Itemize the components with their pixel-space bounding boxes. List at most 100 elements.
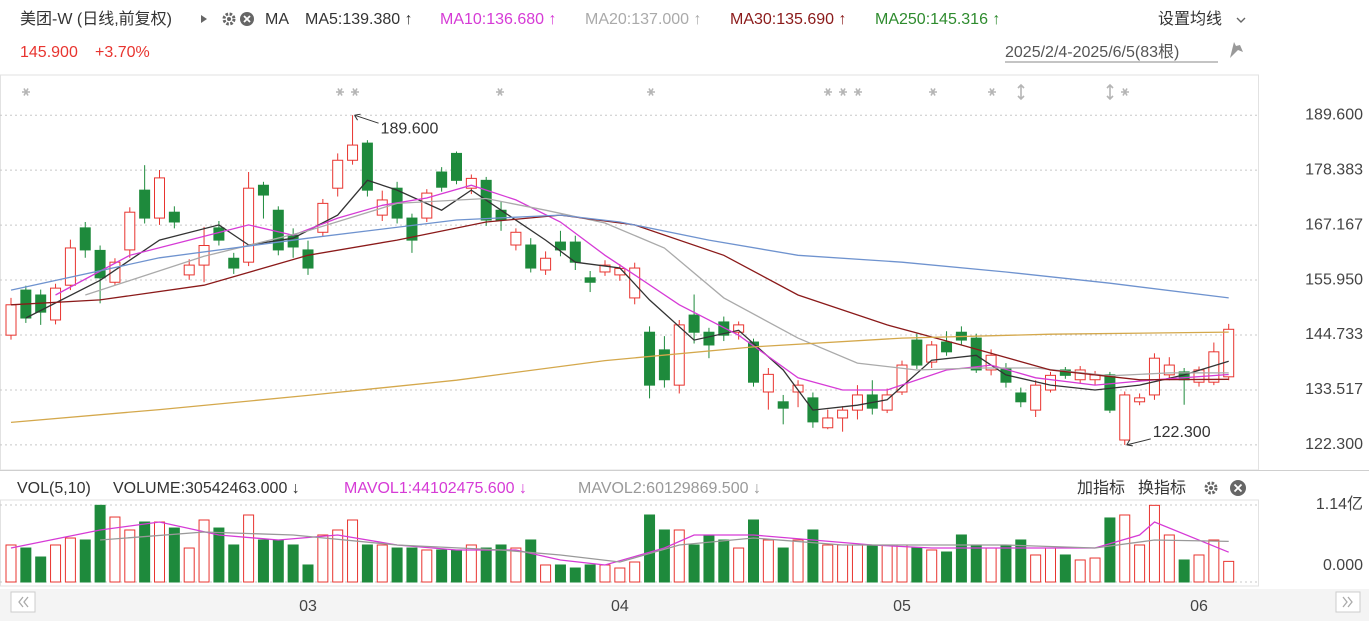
volume-bar (361, 544, 373, 583)
scroll-left-button[interactable] (10, 591, 36, 613)
legend-entry: MA5:139.380 ↑ (305, 11, 413, 28)
candle-body (302, 249, 314, 269)
volume-settings-icon[interactable] (1204, 481, 1218, 495)
scroll-right-button[interactable] (1335, 591, 1361, 613)
volume-bar (629, 561, 641, 583)
y-tick-label: 122.300 (1305, 436, 1363, 453)
price-change: +3.70% (95, 44, 150, 61)
volume-bar (198, 519, 210, 583)
legend-entry: MAVOL2:60129869.500 ↓ (578, 480, 761, 497)
candle-body (658, 349, 670, 381)
candle-body (154, 177, 165, 219)
volume-bar (941, 551, 953, 583)
candle-body (510, 231, 522, 246)
ma-line (10, 521, 1229, 566)
event-marker (988, 88, 996, 96)
event-marker (496, 88, 504, 96)
candle-body (1030, 384, 1042, 411)
volume-bar (911, 547, 923, 583)
legend-entry: MA250:145.316 ↑ (875, 11, 1000, 28)
volume-bar (50, 544, 62, 583)
volume-bar (1193, 554, 1205, 583)
volume-bar (1134, 544, 1146, 583)
volume-bar (480, 547, 492, 583)
expand-icon[interactable] (201, 15, 207, 23)
candle-body (733, 324, 745, 333)
ma-settings[interactable]: 设置均线 (1158, 10, 1222, 28)
candle-body (317, 202, 329, 233)
candle-body (1134, 397, 1146, 403)
volume-bar (228, 544, 240, 583)
candle-body (332, 159, 344, 189)
event-marker (824, 88, 832, 96)
volume-bar (317, 534, 329, 583)
settings-icon[interactable] (222, 12, 236, 26)
volume-bar (1163, 534, 1175, 583)
volume-title: VOL(5,10) (17, 480, 91, 497)
candle-body (50, 287, 62, 321)
volume-bar (347, 519, 359, 583)
dropdown-icon[interactable] (1236, 17, 1246, 23)
annotation-arrow (1126, 438, 1151, 446)
add-indicator-button[interactable]: 加指标 (1077, 479, 1125, 497)
volume-bar (985, 547, 997, 583)
candle-body (926, 344, 938, 363)
x-tick-label: 06 (1190, 598, 1208, 615)
candle-body (1148, 357, 1160, 396)
candle-body (762, 373, 774, 393)
legend-entry: MA10:136.680 ↑ (440, 11, 557, 28)
volume-bar (748, 519, 759, 583)
split-marker (1106, 83, 1114, 101)
event-marker (647, 88, 655, 96)
volume-bar (94, 504, 106, 583)
volume-bar (644, 514, 656, 583)
volume-bar (1223, 560, 1235, 583)
event-marker (22, 88, 30, 96)
volume-bar (35, 556, 47, 583)
y-tick-label: 178.383 (1305, 161, 1363, 178)
candle-body (1223, 328, 1235, 378)
y-tick-label: 144.733 (1305, 326, 1363, 343)
candle-body (584, 277, 596, 283)
candle-body (629, 267, 641, 299)
date-range[interactable]: 2025/2/4-2025/6/5(83根) (1005, 43, 1179, 61)
volume-bar (20, 547, 32, 583)
close-icon[interactable] (240, 12, 254, 26)
volume-bar (926, 549, 938, 583)
annotation-label: 122.300 (1153, 424, 1211, 441)
candle-body (540, 257, 552, 271)
candle-body (896, 364, 908, 393)
candle-body (436, 171, 448, 188)
volume-bar (1178, 559, 1190, 583)
candle-body (183, 264, 195, 276)
pin-icon[interactable] (1230, 42, 1243, 58)
candle-body (881, 394, 893, 411)
volume-bar (673, 529, 685, 583)
candle-body (718, 321, 730, 336)
candle-body (688, 314, 700, 333)
volume-bar (79, 539, 91, 583)
volume-close-icon[interactable] (1230, 480, 1246, 496)
volume-bar (1208, 539, 1220, 583)
candle-body (644, 331, 656, 386)
volume-label: VOLUME:30542463.000 ↓ (113, 480, 300, 497)
candle-body (554, 241, 566, 251)
candle-body (941, 341, 953, 353)
volume-bar (1104, 517, 1116, 583)
legend-entry: MA20:137.000 ↑ (585, 11, 702, 28)
volume-bar (822, 544, 834, 583)
candle-body (1015, 392, 1027, 403)
x-tick-label: 05 (893, 598, 911, 615)
candle-body (822, 417, 834, 429)
volume-bar (154, 521, 165, 583)
switch-indicator-button[interactable]: 换指标 (1138, 479, 1186, 497)
volume-bar (584, 564, 596, 583)
volume-bar (257, 539, 269, 583)
volume-bar (391, 547, 403, 583)
legend-entry: MAVOL1:44102475.600 ↓ (344, 480, 527, 497)
event-marker (839, 88, 847, 96)
ma-line (25, 179, 1229, 411)
event-markers (22, 83, 1129, 101)
volume-bar (1030, 554, 1042, 583)
